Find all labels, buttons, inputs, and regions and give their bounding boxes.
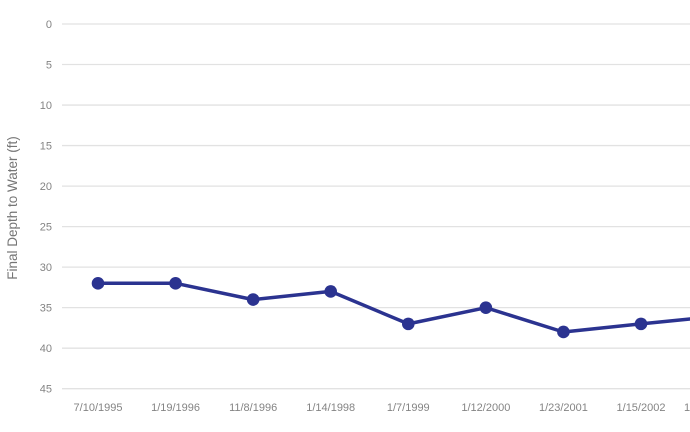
x-tick-label: 1/12/2000 bbox=[461, 402, 510, 414]
y-tick-label: 25 bbox=[40, 222, 52, 234]
y-tick-label: 35 bbox=[40, 303, 52, 315]
y-axis-title: Final Depth to Water (ft) bbox=[5, 136, 20, 280]
y-tick-label: 20 bbox=[40, 181, 52, 193]
y-tick-label: 45 bbox=[40, 384, 52, 396]
data-point bbox=[324, 285, 338, 298]
x-tick-label: 7/10/1995 bbox=[74, 402, 123, 414]
y-tick-label: 40 bbox=[40, 343, 52, 355]
y-tick-label: 30 bbox=[40, 262, 52, 274]
data-point bbox=[479, 301, 493, 314]
axis-labels-layer: 0 5 10 15 20 25 30 35 40 45 7/10/1995 1/19/1996 11/8… bbox=[40, 19, 690, 414]
data-point bbox=[401, 317, 415, 331]
data-point bbox=[169, 277, 182, 290]
data-point bbox=[91, 277, 105, 290]
x-tick-label: 1/14/1998 bbox=[306, 402, 355, 414]
y-tick-label: 15 bbox=[40, 141, 52, 153]
x-tick-label-partial: 1 bbox=[684, 402, 690, 414]
data-point bbox=[634, 317, 648, 331]
x-tick-label: 1/7/1999 bbox=[387, 402, 430, 414]
y-tick-label: 5 bbox=[46, 60, 52, 72]
gridlines-layer bbox=[62, 23, 690, 390]
data-point bbox=[557, 325, 570, 339]
data-point bbox=[246, 293, 260, 306]
y-tick-label: 0 bbox=[46, 19, 52, 31]
x-tick-label: 1/19/1996 bbox=[151, 402, 200, 414]
y-tick-label: 10 bbox=[40, 100, 52, 112]
data-series-layer bbox=[91, 277, 690, 339]
x-tick-label: 1/23/2001 bbox=[539, 402, 588, 414]
x-tick-label: 1/15/2002 bbox=[617, 402, 666, 414]
x-tick-label: 11/8/1996 bbox=[229, 402, 277, 414]
